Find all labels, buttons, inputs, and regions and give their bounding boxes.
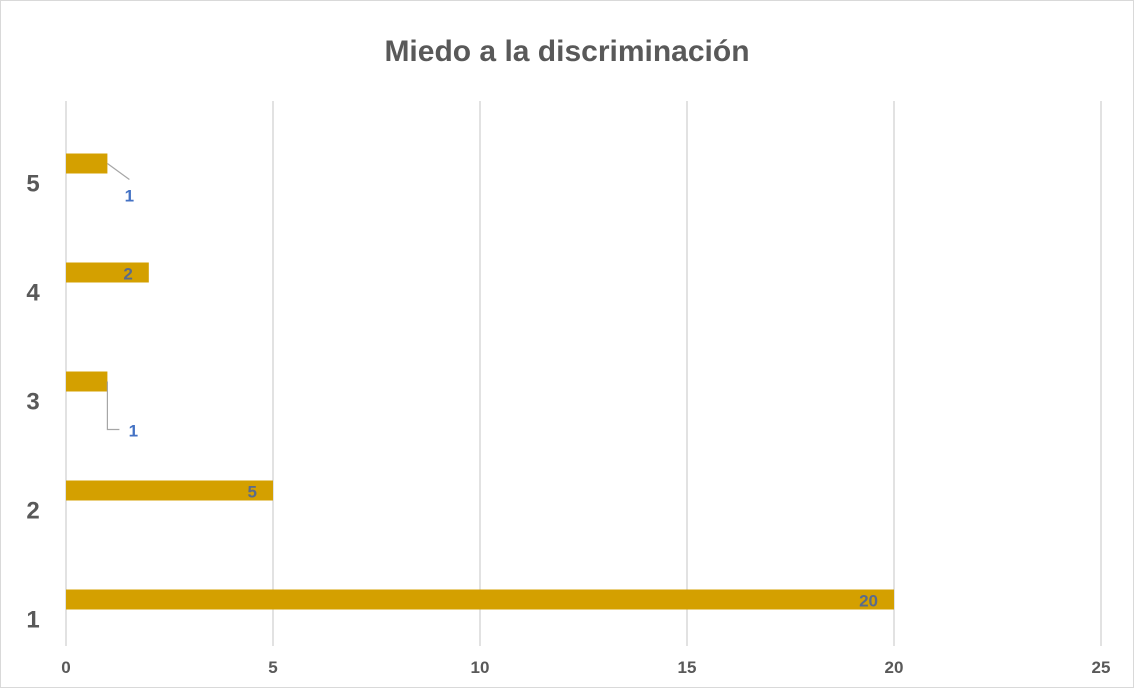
- data-label: 2: [123, 265, 132, 284]
- data-label: 1: [129, 422, 138, 441]
- data-label: 5: [248, 483, 257, 502]
- bar-5: [66, 153, 108, 174]
- chart-title: Miedo a la discriminación: [384, 35, 749, 68]
- x-tick-label: 20: [885, 658, 904, 677]
- x-tick-label: 15: [678, 658, 697, 677]
- x-axis-ticks: 0 5 10 15 20 25: [61, 658, 1110, 677]
- y-tick-label: 5: [26, 171, 39, 198]
- y-tick-label: 1: [26, 607, 39, 634]
- y-tick-label: 2: [26, 498, 39, 525]
- y-tick-label: 3: [26, 389, 39, 416]
- x-tick-label: 0: [61, 658, 70, 677]
- grid-layer: [65, 101, 1102, 646]
- x-tick-label: 10: [471, 658, 490, 677]
- bar-1: [66, 589, 894, 610]
- x-tick-label: 25: [1092, 658, 1111, 677]
- data-label: 1: [125, 187, 134, 206]
- y-tick-label: 4: [26, 280, 40, 307]
- data-labels: 20 5 1 2 1: [123, 187, 878, 611]
- leader-line: [106, 381, 120, 431]
- bar-2: [66, 480, 273, 501]
- bar-3: [66, 371, 108, 392]
- x-tick-label: 5: [268, 658, 277, 677]
- data-label: 20: [859, 592, 878, 611]
- y-axis-ticks: 1 2 3 4 5: [26, 171, 40, 634]
- leader-line: [107, 163, 130, 180]
- leader-lines: [106, 163, 130, 431]
- bars-layer: [66, 153, 894, 610]
- bar-4: [66, 262, 149, 283]
